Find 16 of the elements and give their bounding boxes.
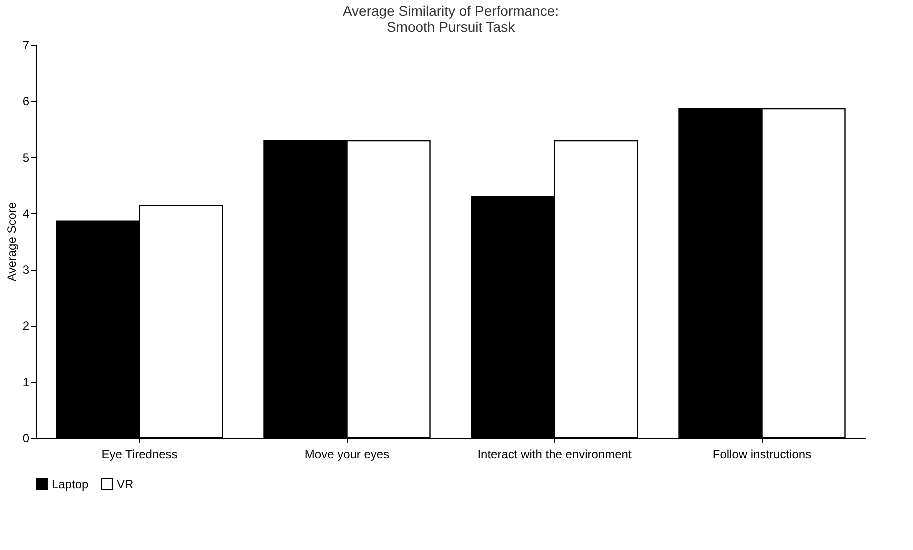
y-tick-label: 2 — [22, 319, 30, 334]
y-tick-label: 7 — [22, 38, 30, 52]
y-tick-label: 5 — [22, 150, 30, 165]
y-tick-label: 0 — [22, 432, 30, 446]
y-tick-label: 1 — [22, 375, 30, 390]
y-tick-label: 3 — [22, 263, 30, 278]
y-tick-label: 6 — [22, 94, 30, 109]
x-tick-label: Follow instructions — [712, 448, 812, 462]
y-axis-title: Average Score — [4, 202, 19, 282]
y-tick-label: 4 — [22, 206, 30, 221]
chart-title: Average Similarity of Performance: Smooth Pursuit Task — [342, 3, 560, 35]
x-tick-label: Move your eyes — [304, 448, 390, 462]
legend-label: VR — [117, 477, 134, 492]
x-tick-label: Interact with the environment — [478, 448, 632, 462]
legend-label: Laptop — [52, 477, 90, 492]
x-tick-label: Eye Tiredness — [102, 448, 178, 462]
